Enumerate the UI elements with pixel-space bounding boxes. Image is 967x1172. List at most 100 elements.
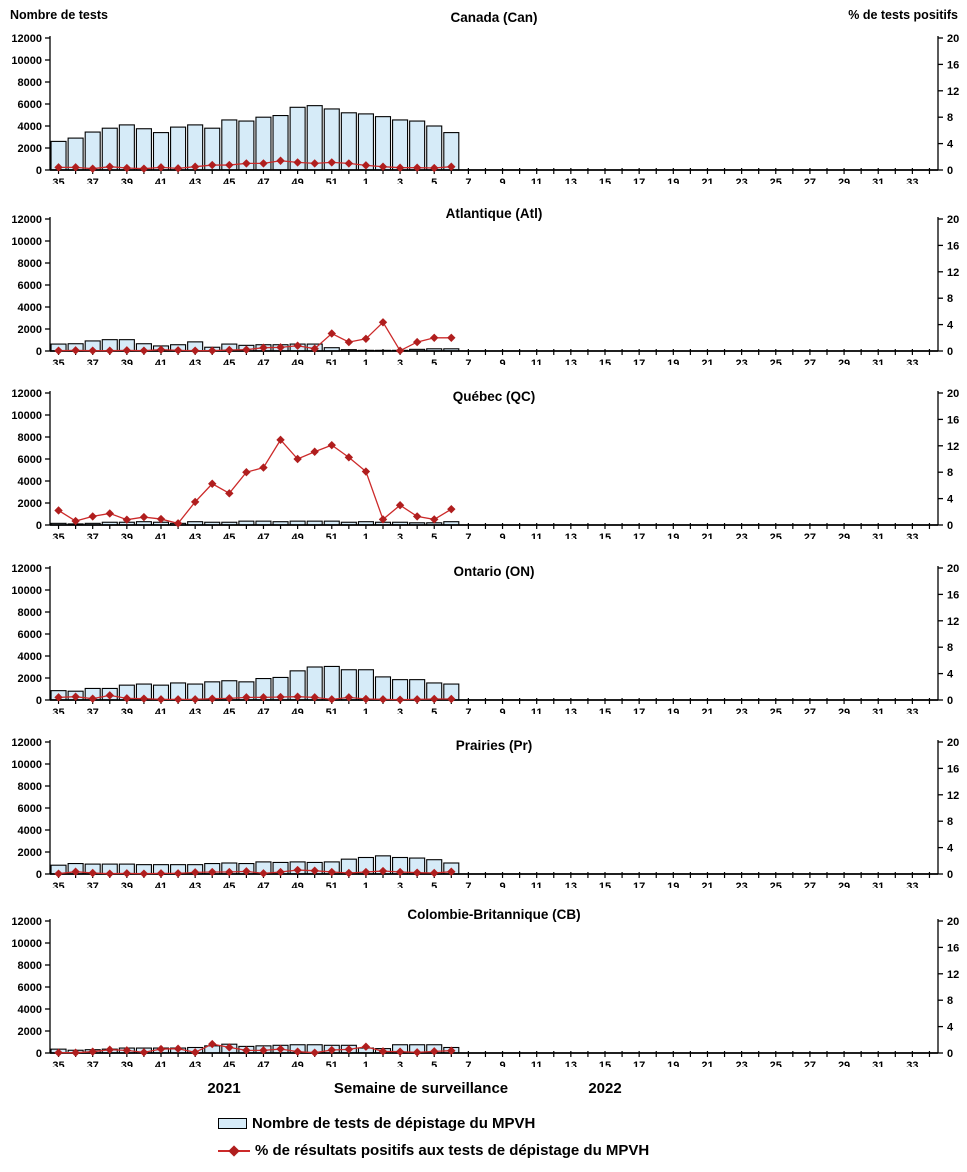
svg-text:19: 19 [667, 532, 679, 539]
svg-text:49: 49 [291, 1060, 303, 1067]
svg-text:8000: 8000 [18, 432, 42, 444]
svg-text:39: 39 [121, 532, 133, 539]
legend-label-pct-positifs: % de résultats positifs aux tests de dép… [255, 1142, 650, 1159]
svg-text:11: 11 [531, 358, 543, 365]
svg-text:8: 8 [947, 112, 953, 124]
svg-text:7: 7 [465, 358, 471, 365]
svg-text:45: 45 [223, 177, 235, 184]
svg-text:25: 25 [770, 881, 782, 888]
svg-text:2000: 2000 [18, 498, 42, 510]
svg-text:6000: 6000 [18, 803, 42, 815]
svg-text:23: 23 [735, 532, 747, 539]
svg-text:23: 23 [735, 177, 747, 184]
svg-text:29: 29 [838, 881, 850, 888]
svg-text:47: 47 [257, 358, 269, 365]
svg-text:23: 23 [735, 707, 747, 714]
svg-text:5: 5 [431, 532, 437, 539]
svg-text:6000: 6000 [18, 982, 42, 994]
bar-swatch-icon [218, 1118, 247, 1129]
svg-text:12000: 12000 [11, 33, 42, 45]
svg-text:51: 51 [326, 358, 338, 365]
svg-text:27: 27 [804, 358, 816, 365]
legend-item-tests: Nombre de tests de dépistage du MPVH [218, 1115, 535, 1132]
svg-text:4: 4 [947, 669, 954, 681]
panel-title-atlantique: Atlantique (Atl) [445, 206, 543, 221]
svg-text:7: 7 [465, 881, 471, 888]
svg-text:3: 3 [397, 177, 403, 184]
svg-text:51: 51 [326, 532, 338, 539]
svg-text:43: 43 [189, 1060, 201, 1067]
svg-text:47: 47 [257, 1060, 269, 1067]
svg-text:4: 4 [947, 1022, 954, 1034]
svg-text:31: 31 [872, 881, 884, 888]
svg-text:2000: 2000 [18, 847, 42, 859]
svg-text:5: 5 [431, 707, 437, 714]
svg-text:3: 3 [397, 881, 403, 888]
svg-text:37: 37 [87, 177, 99, 184]
svg-text:0: 0 [947, 346, 953, 358]
svg-text:45: 45 [223, 707, 235, 714]
svg-text:27: 27 [804, 1060, 816, 1067]
svg-text:23: 23 [735, 358, 747, 365]
svg-text:12000: 12000 [11, 214, 42, 226]
svg-text:13: 13 [565, 177, 577, 184]
svg-text:45: 45 [223, 1060, 235, 1067]
svg-text:12: 12 [947, 969, 959, 981]
svg-text:10000: 10000 [11, 410, 42, 422]
svg-text:9: 9 [499, 881, 505, 888]
svg-text:20: 20 [947, 33, 959, 45]
svg-text:19: 19 [667, 177, 679, 184]
svg-text:12: 12 [947, 616, 959, 628]
svg-text:5: 5 [431, 1060, 437, 1067]
svg-text:0: 0 [947, 520, 953, 532]
svg-text:12000: 12000 [11, 916, 42, 928]
svg-text:0: 0 [36, 1048, 42, 1060]
svg-text:3: 3 [397, 358, 403, 365]
svg-text:8: 8 [947, 642, 953, 654]
svg-text:47: 47 [257, 881, 269, 888]
svg-text:20: 20 [947, 916, 959, 928]
svg-text:49: 49 [291, 707, 303, 714]
svg-text:13: 13 [565, 881, 577, 888]
svg-text:3: 3 [397, 707, 403, 714]
svg-text:12000: 12000 [11, 737, 42, 749]
svg-text:39: 39 [121, 1060, 133, 1067]
svg-text:4000: 4000 [18, 476, 42, 488]
svg-text:31: 31 [872, 707, 884, 714]
svg-text:31: 31 [872, 177, 884, 184]
right-axis-title: % de tests positifs [848, 8, 958, 22]
svg-text:29: 29 [838, 532, 850, 539]
svg-text:0: 0 [36, 695, 42, 707]
svg-text:19: 19 [667, 358, 679, 365]
svg-text:41: 41 [155, 707, 167, 714]
svg-text:51: 51 [326, 707, 338, 714]
svg-text:37: 37 [87, 358, 99, 365]
svg-text:25: 25 [770, 177, 782, 184]
svg-text:7: 7 [465, 707, 471, 714]
svg-text:20: 20 [947, 563, 959, 575]
svg-text:4000: 4000 [18, 1004, 42, 1016]
svg-text:17: 17 [633, 358, 645, 365]
year-label-2022: 2022 [588, 1080, 622, 1097]
line-diamond-swatch-icon [218, 1144, 250, 1157]
svg-text:1: 1 [363, 707, 369, 714]
svg-text:12: 12 [947, 86, 959, 98]
svg-text:49: 49 [291, 532, 303, 539]
svg-text:35: 35 [52, 532, 64, 539]
svg-text:10000: 10000 [11, 585, 42, 597]
panel-title-quebec: Québec (QC) [452, 389, 536, 404]
svg-text:17: 17 [633, 881, 645, 888]
svg-text:21: 21 [701, 358, 713, 365]
svg-text:37: 37 [87, 707, 99, 714]
svg-text:35: 35 [52, 707, 64, 714]
svg-text:33: 33 [906, 881, 918, 888]
svg-text:6000: 6000 [18, 99, 42, 111]
svg-text:15: 15 [599, 707, 611, 714]
svg-text:4000: 4000 [18, 121, 42, 133]
svg-text:43: 43 [189, 707, 201, 714]
svg-text:43: 43 [189, 532, 201, 539]
